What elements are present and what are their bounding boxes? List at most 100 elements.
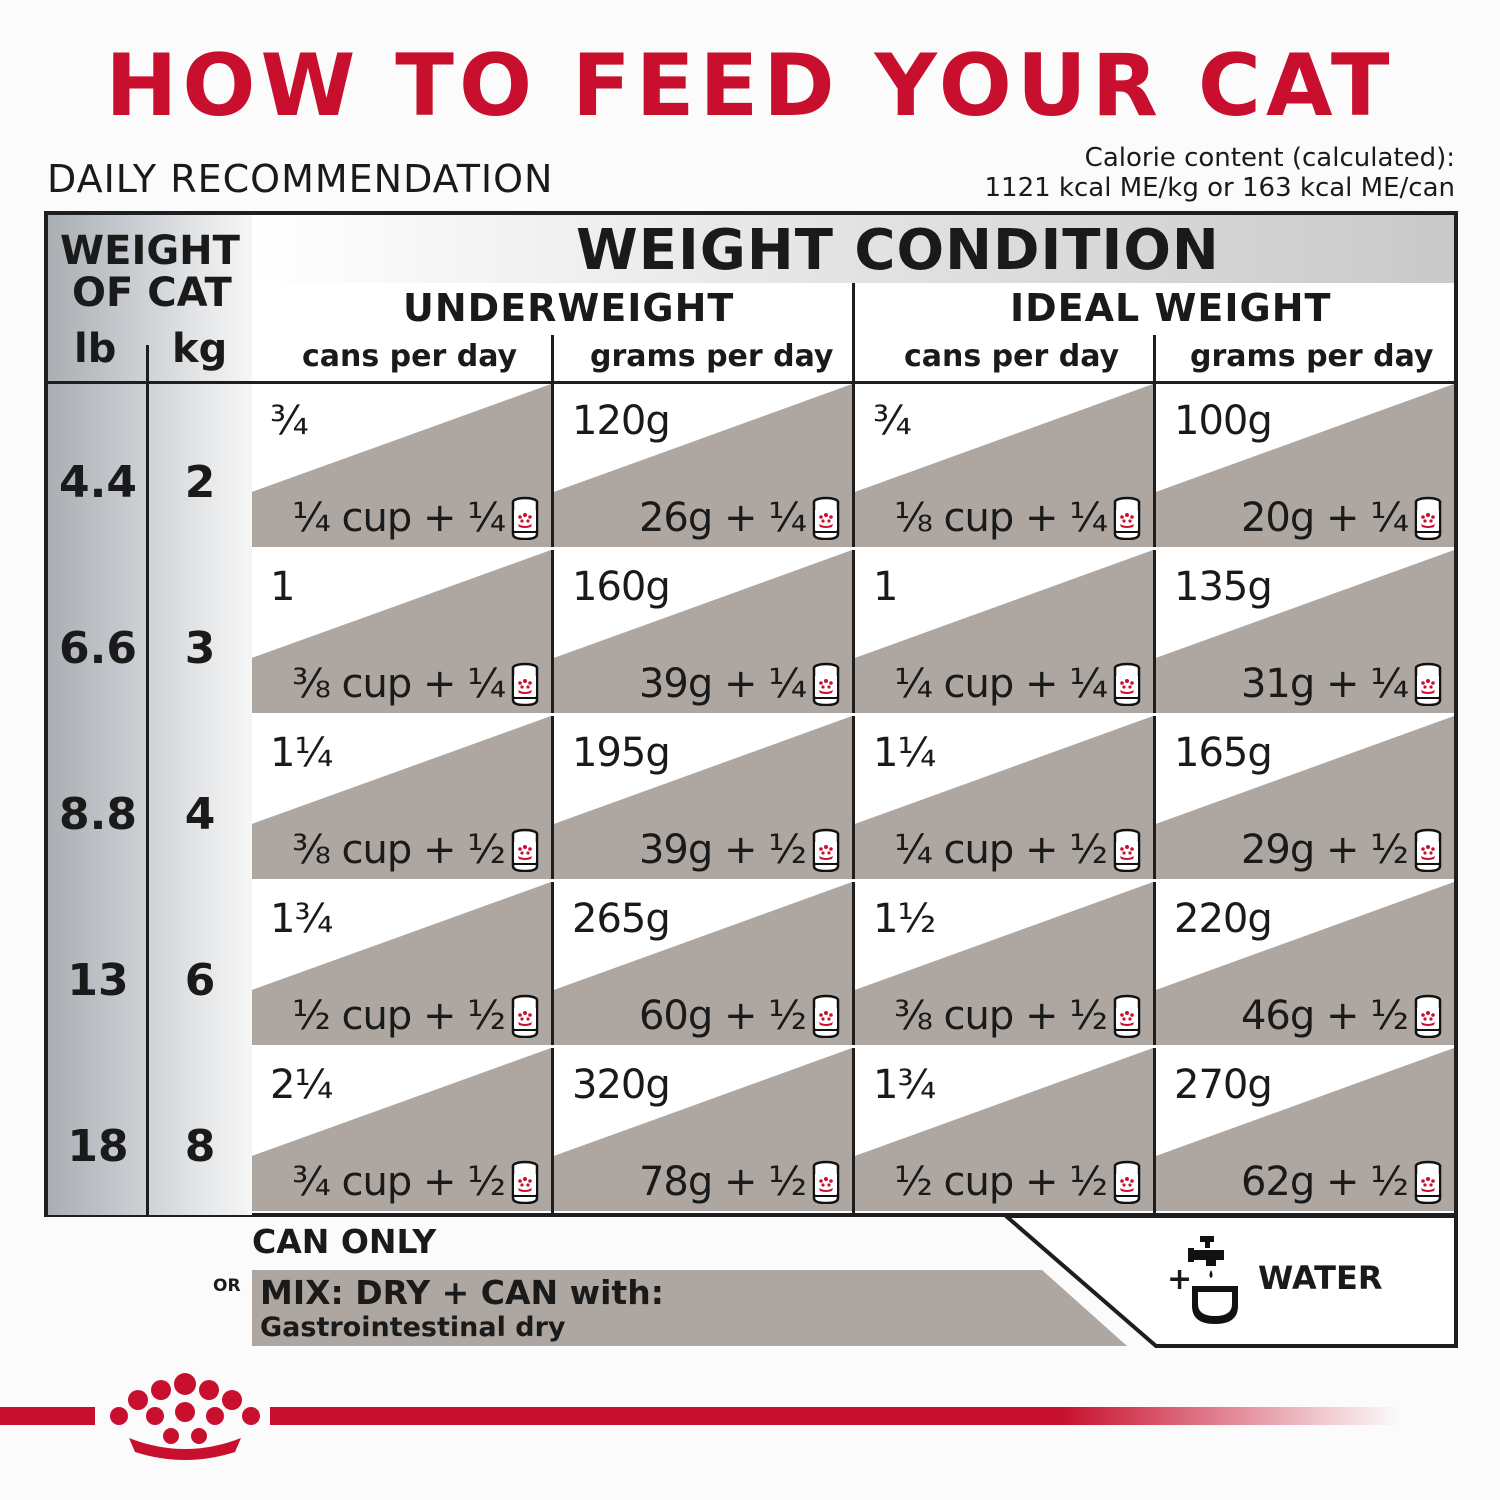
uw-cans-mix-value: ⅜ cup + ½ xyxy=(292,827,539,873)
iw-cans-mix-text: ½ cup + ½ xyxy=(894,1159,1108,1205)
iw-cans-can-only-value: 1½ xyxy=(873,896,936,942)
can-icon xyxy=(511,828,539,872)
mix-shade xyxy=(855,882,1153,1045)
can-icon xyxy=(812,994,840,1038)
iw-cans-header: cans per day xyxy=(904,339,1120,374)
mix-shade xyxy=(855,550,1153,713)
can-icon xyxy=(1414,662,1442,706)
uw-grams-can-only-value: 195g xyxy=(572,730,671,776)
mix-title: MIX: DRY + CAN with: xyxy=(260,1273,664,1312)
can-icon xyxy=(1414,994,1442,1038)
uw-grams-cell: 320g 78g + ½ xyxy=(554,1048,852,1211)
uw-grams-mix-text: 39g + ½ xyxy=(638,827,807,873)
iw-cans-cell: 1¼ ¼ cup + ½ xyxy=(855,716,1153,879)
can-icon xyxy=(511,1160,539,1204)
iw-cans-cell: 1 ¼ cup + ¼ xyxy=(855,550,1153,713)
can-icon xyxy=(812,828,840,872)
uw-grams-mix-value: 39g + ½ xyxy=(639,827,840,873)
iw-grams-mix-value: 46g + ½ xyxy=(1241,993,1442,1039)
weight-kg-cell: 6 xyxy=(184,955,216,1006)
daily-recommendation-label: DAILY RECOMMENDATION xyxy=(47,157,554,201)
iw-grams-mix-text: 62g + ½ xyxy=(1240,1159,1409,1205)
mix-shade xyxy=(855,716,1153,879)
can-icon xyxy=(1113,1160,1141,1204)
iw-grams-mix-text: 31g + ¼ xyxy=(1240,661,1409,707)
uw-cans-header: cans per day xyxy=(302,339,518,374)
mix-shade xyxy=(855,384,1153,547)
can-icon xyxy=(1414,828,1442,872)
uw-divider xyxy=(551,335,554,1215)
page-title: HOW TO FEED YOUR CAT xyxy=(105,36,1395,136)
uw-cans-cell: 1¼ ⅜ cup + ½ xyxy=(252,716,551,879)
can-icon xyxy=(812,1160,840,1204)
faucet-bowl-icon xyxy=(1188,1236,1238,1324)
iw-grams-can-only-value: 270g xyxy=(1174,1062,1273,1108)
mix-shade xyxy=(252,1048,551,1211)
can-icon xyxy=(511,662,539,706)
water-box xyxy=(1000,1214,1458,1348)
mix-shade xyxy=(1156,882,1454,1045)
iw-cans-can-only-value: 1 xyxy=(873,564,898,610)
can-icon xyxy=(511,994,539,1038)
weight-lb-cell: 13 xyxy=(67,955,129,1006)
mix-shade xyxy=(252,882,551,1045)
royal-canin-crown-logo xyxy=(110,1373,260,1460)
uw-cans-can-only-value: 1¼ xyxy=(270,730,333,776)
weight-kg-cell: 3 xyxy=(184,623,216,674)
weight-of-cat-header-2: OF CAT xyxy=(72,270,232,316)
can-icon xyxy=(812,496,840,540)
iw-cans-cell: 1½ ⅜ cup + ½ xyxy=(855,882,1153,1045)
iw-cans-cell: ¾ ⅛ cup + ¼ xyxy=(855,384,1153,547)
weight-kg-cell: 2 xyxy=(184,457,216,508)
can-icon xyxy=(1113,496,1141,540)
uw-grams-mix-value: 39g + ¼ xyxy=(639,661,840,707)
mix-shade xyxy=(1156,550,1454,713)
row-divider xyxy=(252,1045,1454,1048)
uw-grams-mix-text: 39g + ¼ xyxy=(638,661,807,707)
iw-grams-cell: 270g 62g + ½ xyxy=(1156,1048,1454,1211)
weight-kg-cell: 4 xyxy=(184,789,216,840)
uw-grams-can-only-value: 120g xyxy=(572,398,671,444)
uw-grams-mix-value: 60g + ½ xyxy=(639,993,840,1039)
uw-grams-mix-text: 26g + ¼ xyxy=(638,495,807,541)
iw-grams-cell: 135g 31g + ¼ xyxy=(1156,550,1454,713)
mix-shade xyxy=(1156,1048,1454,1211)
uw-cans-mix-value: ⅜ cup + ¼ xyxy=(292,661,539,707)
underweight-header: UNDERWEIGHT xyxy=(403,286,735,330)
header-divider xyxy=(48,381,1454,384)
can-icon xyxy=(511,496,539,540)
uw-cans-mix-value: ¼ cup + ¼ xyxy=(292,495,539,541)
lb-header: lb xyxy=(74,326,117,372)
row-divider xyxy=(252,547,1454,550)
mix-shade xyxy=(554,384,852,547)
uw-grams-cell: 195g 39g + ½ xyxy=(554,716,852,879)
uw-grams-mix-text: 60g + ½ xyxy=(638,993,807,1039)
mix-subtitle: Gastrointestinal dry xyxy=(260,1312,566,1343)
can-icon xyxy=(812,662,840,706)
calorie-line-1: Calorie content (calculated): xyxy=(1084,143,1455,173)
mix-shade xyxy=(554,716,852,879)
condition-divider xyxy=(852,283,855,1215)
can-icon xyxy=(1113,994,1141,1038)
uw-cans-can-only-value: ¾ xyxy=(270,398,309,444)
uw-cans-mix-value: ¾ cup + ½ xyxy=(292,1159,539,1205)
uw-cans-can-only-value: 1¾ xyxy=(270,896,333,942)
row-divider xyxy=(252,713,1454,716)
uw-grams-mix-value: 78g + ½ xyxy=(639,1159,840,1205)
uw-cans-mix-text: ⅜ cup + ¼ xyxy=(292,661,506,707)
iw-cans-mix-text: ⅜ cup + ½ xyxy=(894,993,1108,1039)
weight-lb-cell: 6.6 xyxy=(59,623,137,674)
uw-cans-mix-text: ¼ cup + ¼ xyxy=(292,495,506,541)
iw-grams-cell: 220g 46g + ½ xyxy=(1156,882,1454,1045)
iw-cans-mix-value: ⅜ cup + ½ xyxy=(894,993,1141,1039)
iw-cans-mix-value: ¼ cup + ½ xyxy=(894,827,1141,873)
iw-cans-mix-value: ¼ cup + ¼ xyxy=(894,661,1141,707)
iw-grams-mix-text: 29g + ½ xyxy=(1240,827,1409,873)
mix-shade xyxy=(1156,716,1454,879)
uw-cans-cell: 1 ⅜ cup + ¼ xyxy=(252,550,551,713)
uw-grams-cell: 120g 26g + ¼ xyxy=(554,384,852,547)
mix-shade xyxy=(554,1048,852,1211)
uw-cans-mix-text: ⅜ cup + ½ xyxy=(292,827,506,873)
uw-grams-can-only-value: 265g xyxy=(572,896,671,942)
uw-grams-can-only-value: 320g xyxy=(572,1062,671,1108)
